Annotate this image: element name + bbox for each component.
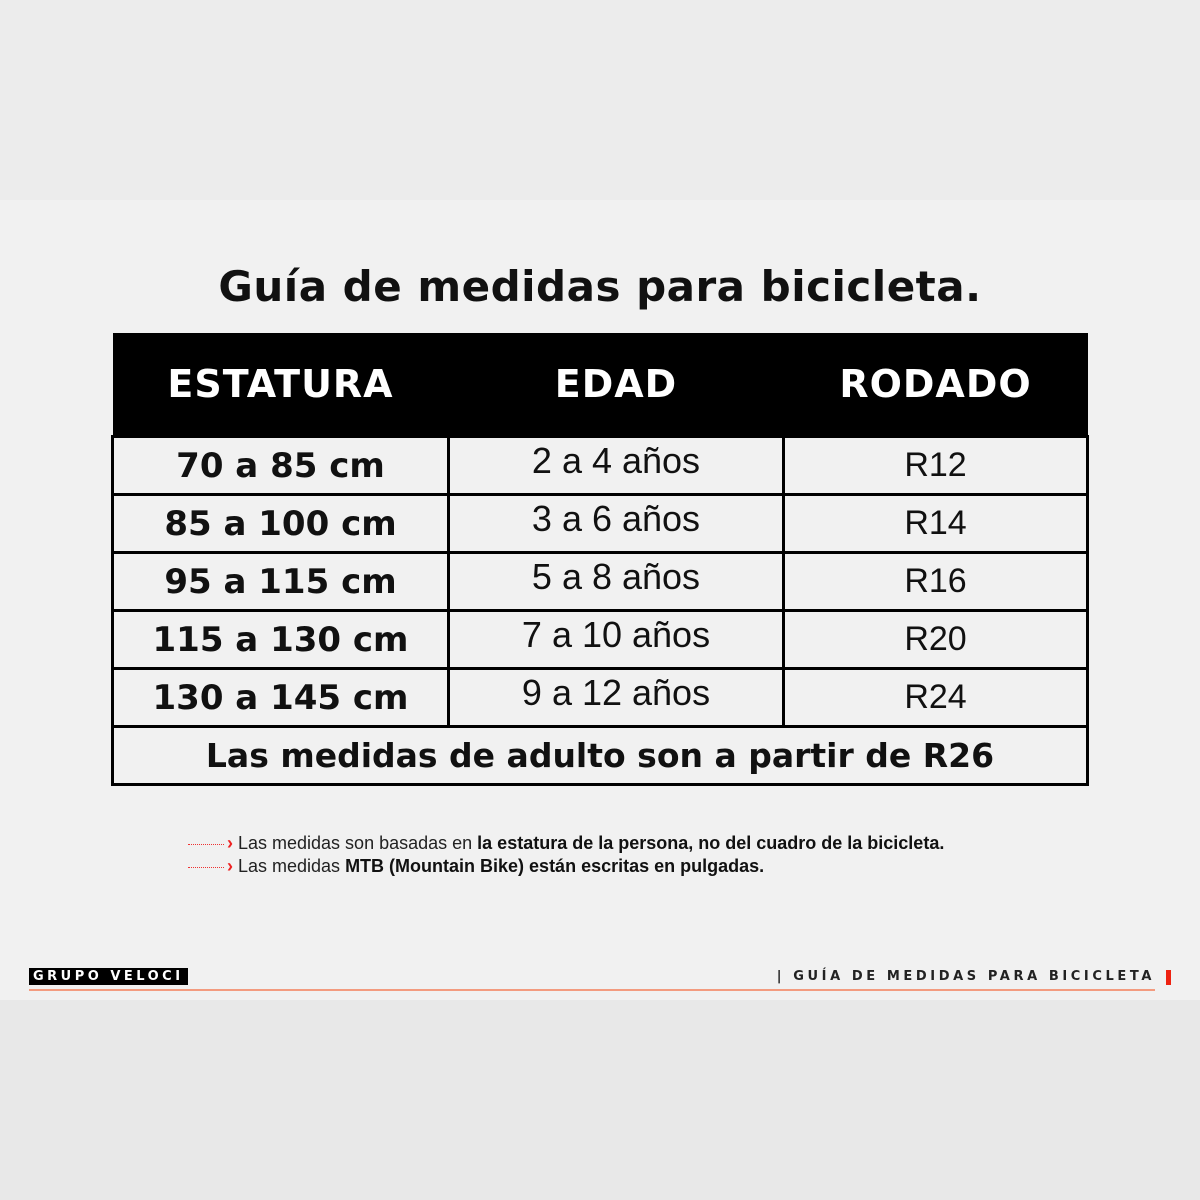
cell-rodado: R16 bbox=[782, 551, 1089, 612]
cell-edad: 9 a 12 años bbox=[447, 667, 785, 728]
cell-rodado: R24 bbox=[782, 667, 1089, 728]
table-row: 70 a 85 cm 2 a 4 años R12 bbox=[111, 435, 1089, 496]
table-row: 85 a 100 cm 3 a 6 años R14 bbox=[111, 493, 1089, 554]
cell-estatura: 70 a 85 cm bbox=[111, 435, 450, 496]
footer-divider bbox=[29, 989, 1155, 991]
cell-rodado: R20 bbox=[782, 609, 1089, 670]
cell-rodado: R14 bbox=[782, 493, 1089, 554]
chevron-right-icon: › bbox=[227, 833, 233, 853]
cell-edad: 5 a 8 años bbox=[447, 551, 785, 612]
table-header-row: ESTATURA EDAD RODADO bbox=[112, 333, 1088, 437]
chevron-right-icon: › bbox=[227, 856, 233, 876]
cell-edad: 2 a 4 años bbox=[447, 435, 785, 496]
note-item: › Las medidas MTB (Mountain Bike) están e… bbox=[188, 855, 944, 878]
brand-logo: GRUPO VELOCI bbox=[29, 968, 188, 985]
page-title: Guía de medidas para bicicleta. bbox=[218, 262, 982, 311]
size-table: ESTATURA EDAD RODADO 70 a 85 cm 2 a 4 añ… bbox=[111, 333, 1089, 786]
dotted-line-icon bbox=[188, 843, 224, 845]
table-row: 95 a 115 cm 5 a 8 años R16 bbox=[111, 551, 1089, 612]
background-bottom bbox=[0, 1000, 1200, 1200]
header-rodado: RODADO bbox=[783, 333, 1088, 437]
note-text: Las medidas bbox=[238, 856, 346, 876]
cell-estatura: 95 a 115 cm bbox=[111, 551, 450, 612]
cell-estatura: 130 a 145 cm bbox=[111, 667, 450, 728]
note-item: › Las medidas son basadas en la estatura … bbox=[188, 832, 944, 855]
cell-edad: 7 a 10 años bbox=[447, 609, 785, 670]
note-bold: la estatura de la persona, no del cuadro… bbox=[477, 833, 945, 853]
header-estatura: ESTATURA bbox=[112, 333, 449, 437]
cell-edad: 3 a 6 años bbox=[447, 493, 785, 554]
notes: › Las medidas son basadas en la estatura … bbox=[188, 832, 944, 878]
table-row: 115 a 130 cm 7 a 10 años R20 bbox=[111, 609, 1089, 670]
table-row: 130 a 145 cm 9 a 12 años R24 bbox=[111, 667, 1089, 728]
header-edad: EDAD bbox=[448, 333, 784, 437]
cell-estatura: 85 a 100 cm bbox=[111, 493, 450, 554]
dotted-line-icon bbox=[188, 866, 224, 868]
adult-note: Las medidas de adulto son a partir de R2… bbox=[111, 725, 1089, 786]
note-text: Las medidas son basadas en bbox=[238, 833, 478, 853]
note-bold: MTB (Mountain Bike) están escritas en pu… bbox=[345, 856, 765, 876]
cell-estatura: 115 a 130 cm bbox=[111, 609, 450, 670]
cell-rodado: R12 bbox=[782, 435, 1089, 496]
footer-title: | GUÍA DE MEDIDAS PARA BICICLETA bbox=[776, 969, 1155, 984]
accent-bar bbox=[1166, 970, 1171, 985]
background-top bbox=[0, 0, 1200, 200]
adult-row: Las medidas de adulto son a partir de R2… bbox=[111, 725, 1089, 786]
